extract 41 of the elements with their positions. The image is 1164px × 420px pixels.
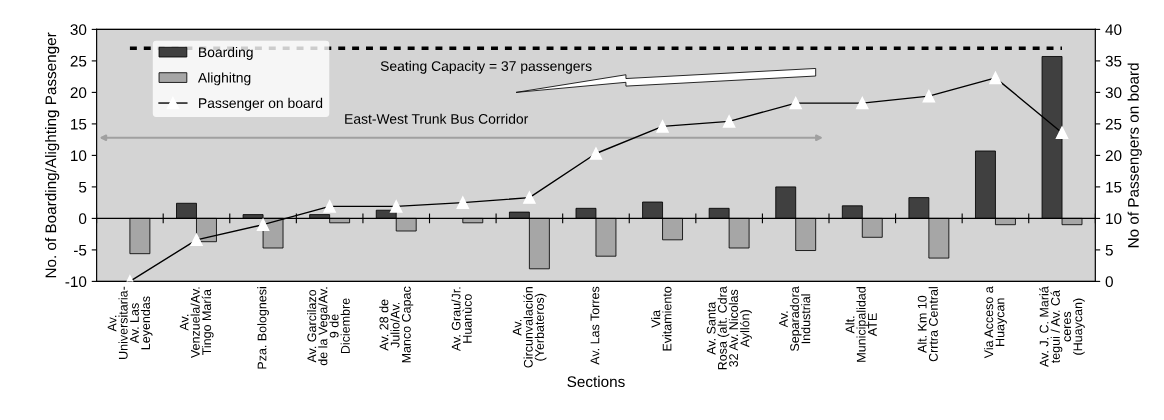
y2-tick-label: 35 [1105, 55, 1122, 67]
y-tick-label: 5 [79, 181, 87, 193]
x-tick-label: Via Evitamiento [651, 286, 672, 351]
x-tick-label: Alt. Km 10 Crrtra Central [917, 287, 938, 362]
x-tick-label: Pza. Bolognesi [257, 287, 269, 369]
x-tick-label: Av. Grau/Jr. Huanùco [451, 287, 472, 352]
y2-tick-label: 30 [1105, 87, 1122, 99]
y2-tick-label: 40 [1105, 24, 1122, 36]
x-tick-label: Av. Separadora Industrial [779, 286, 811, 352]
x-tick-label: Av. Garcilazo de la Vega/Av. 9 de Diciembre [307, 287, 350, 366]
x-tick-label: Av. Circunvalación (Yerbateros) [512, 287, 547, 368]
y2-tick-label: 20 [1105, 150, 1122, 162]
annotation: East-West Trunk Bus Corridor [345, 113, 529, 124]
legend-label: Alighitng [197, 72, 251, 86]
y2-tick-label: 10 [1106, 213, 1122, 225]
y-axis-title: No. of Boarding/Alighting Passenger [45, 32, 60, 278]
y-tick-label: 0 [78, 213, 87, 225]
y-tick-label: 20 [70, 87, 87, 99]
x-tick-label: Av. 28 de Julio/Av. Manco Capac [379, 286, 414, 363]
ref-line-label: Seating Capacity = 37 passengers [380, 60, 592, 74]
x-tick-label: Av. Santa Rosa (alt. Cdra 32 Av. Nicolas Ayllón) [706, 286, 752, 370]
y-tick-label: 25 [70, 55, 87, 67]
y2-tick-label: 15 [1106, 181, 1122, 193]
y-tick-label: -5 [73, 244, 87, 256]
y-tick-label: -10 [65, 276, 87, 288]
y2-tick-label: 0 [1105, 276, 1113, 288]
x-tick-label: Av. Venzuela/Av. Tingo María [179, 287, 214, 359]
x-tick-label: Av. Las Torres [590, 286, 600, 365]
y-tick-label: 30 [70, 24, 87, 36]
y2-tick-label: 25 [1105, 118, 1122, 130]
x-tick-label: Av. J. C. Mariá tegui / Av. Cá ceres (Huaycan) [1039, 286, 1085, 368]
x-tick-label: Av. Universitaria- Av. Las Leyendas [107, 286, 153, 359]
y-tick-label: 10 [71, 150, 87, 162]
y2-tick-label: 5 [1105, 244, 1113, 256]
x-tick-label: Alt. Municipalidad ATE [845, 287, 877, 362]
legend-label: Boarding [199, 46, 253, 60]
y2-axis-title: No of Passengers on board [1127, 63, 1142, 248]
y-tick-label: 15 [71, 118, 87, 130]
x-tick-label: Via Acceso a Huaycan [984, 286, 1007, 359]
legend-label: Passenger on board [199, 97, 323, 111]
x-axis-title: Sections [567, 375, 625, 388]
